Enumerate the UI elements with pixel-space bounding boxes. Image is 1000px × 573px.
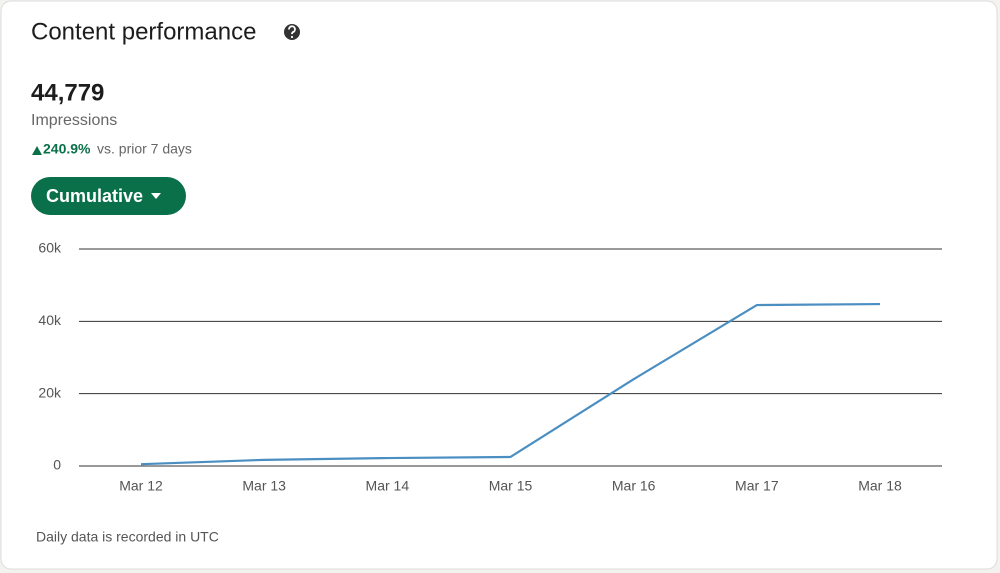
- y-tick-label: 40k: [38, 312, 62, 328]
- x-tick-label: Mar 17: [735, 478, 779, 494]
- x-tick-label: Mar 13: [242, 478, 286, 494]
- metric-label: Impressions: [31, 112, 117, 129]
- x-tick-label: Mar 18: [858, 478, 902, 494]
- x-tick-label: Mar 15: [489, 478, 533, 494]
- cumulative-button[interactable]: Cumulative: [31, 177, 186, 215]
- chart: 0 20k 40k 60k Mar 12 Mar 13 Mar 14 Mar 15 Mar 16…: [38, 240, 942, 494]
- help-icon[interactable]: [284, 24, 300, 40]
- button-label: Cumulative: [46, 186, 143, 206]
- x-tick-label: Mar 16: [612, 478, 656, 494]
- comparison: vs. prior 7 days: [97, 141, 192, 157]
- change: 240.9%: [43, 141, 91, 157]
- x-tick-label: Mar 14: [366, 478, 410, 494]
- line: [140, 302, 881, 466]
- footer-note: Daily data is recorded in UTC: [36, 529, 219, 545]
- y-tick-label: 20k: [38, 384, 62, 400]
- y-tick-label: 0: [53, 457, 61, 473]
- x-tick-label: Mar 12: [119, 478, 163, 494]
- title: Content performance: [31, 18, 256, 45]
- total: 44,779: [31, 79, 104, 106]
- y-tick-label: 60k: [38, 240, 62, 256]
- up-arrow: [32, 146, 42, 155]
